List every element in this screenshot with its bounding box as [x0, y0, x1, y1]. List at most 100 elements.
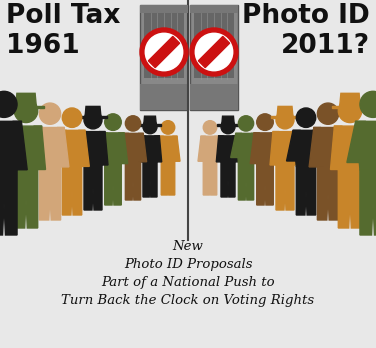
- Polygon shape: [270, 133, 280, 164]
- Polygon shape: [221, 162, 229, 197]
- Polygon shape: [238, 162, 247, 200]
- Polygon shape: [251, 133, 259, 162]
- Polygon shape: [125, 162, 134, 200]
- Polygon shape: [270, 132, 279, 165]
- Bar: [139, 124, 161, 126]
- Polygon shape: [277, 106, 293, 117]
- Polygon shape: [250, 133, 259, 164]
- Circle shape: [0, 91, 17, 117]
- Polygon shape: [198, 136, 206, 161]
- Polygon shape: [338, 169, 351, 228]
- Polygon shape: [203, 161, 211, 195]
- Text: Turn Back the Clock on Voting Rights: Turn Back the Clock on Voting Rights: [61, 294, 315, 307]
- Circle shape: [203, 121, 217, 134]
- Polygon shape: [11, 126, 42, 169]
- Bar: [194, 14, 234, 79]
- Circle shape: [190, 28, 238, 76]
- Polygon shape: [118, 133, 128, 164]
- Polygon shape: [167, 161, 175, 195]
- Polygon shape: [173, 136, 180, 161]
- Polygon shape: [214, 136, 222, 161]
- Polygon shape: [15, 93, 36, 108]
- Polygon shape: [0, 170, 5, 235]
- Polygon shape: [349, 169, 362, 228]
- Circle shape: [238, 116, 254, 131]
- Circle shape: [14, 99, 38, 122]
- Circle shape: [195, 33, 233, 71]
- Polygon shape: [201, 136, 219, 161]
- Polygon shape: [159, 136, 177, 161]
- Polygon shape: [327, 167, 339, 220]
- Polygon shape: [39, 167, 51, 220]
- Polygon shape: [335, 127, 347, 167]
- Polygon shape: [199, 37, 230, 68]
- Circle shape: [257, 114, 273, 130]
- Circle shape: [143, 120, 157, 134]
- Polygon shape: [13, 121, 27, 170]
- Polygon shape: [149, 162, 157, 197]
- Polygon shape: [144, 116, 156, 125]
- Bar: [217, 124, 239, 126]
- Polygon shape: [216, 136, 223, 162]
- Text: Part of a National Push to: Part of a National Push to: [101, 276, 275, 289]
- Polygon shape: [331, 126, 342, 169]
- Polygon shape: [149, 37, 180, 68]
- Polygon shape: [218, 136, 237, 162]
- Bar: [190, 5, 238, 14]
- Polygon shape: [62, 166, 73, 215]
- Circle shape: [84, 111, 102, 129]
- Polygon shape: [0, 121, 21, 170]
- Circle shape: [105, 114, 121, 130]
- Polygon shape: [287, 130, 300, 161]
- Polygon shape: [25, 169, 38, 228]
- Polygon shape: [99, 132, 108, 165]
- Polygon shape: [105, 164, 114, 205]
- Circle shape: [161, 121, 175, 134]
- Polygon shape: [84, 165, 94, 210]
- Text: Photo ID
2011?: Photo ID 2011?: [242, 3, 370, 59]
- Polygon shape: [36, 127, 64, 167]
- Circle shape: [62, 108, 82, 127]
- Polygon shape: [92, 165, 102, 210]
- Circle shape: [276, 111, 294, 129]
- Polygon shape: [264, 164, 273, 205]
- Polygon shape: [78, 132, 87, 165]
- Polygon shape: [276, 165, 286, 210]
- Polygon shape: [138, 133, 147, 162]
- Polygon shape: [143, 162, 151, 197]
- Polygon shape: [138, 136, 145, 162]
- Polygon shape: [291, 132, 300, 165]
- Polygon shape: [309, 127, 321, 167]
- Circle shape: [140, 28, 188, 76]
- Polygon shape: [293, 130, 319, 166]
- Polygon shape: [118, 133, 129, 158]
- Polygon shape: [222, 116, 234, 125]
- Polygon shape: [57, 127, 69, 167]
- Polygon shape: [317, 167, 329, 220]
- Polygon shape: [334, 126, 365, 169]
- Circle shape: [317, 103, 339, 124]
- Bar: [8, 106, 44, 108]
- Bar: [144, 14, 184, 79]
- Circle shape: [39, 103, 61, 124]
- Polygon shape: [98, 133, 108, 164]
- Bar: [271, 116, 299, 118]
- Polygon shape: [161, 161, 169, 195]
- Polygon shape: [227, 162, 235, 197]
- Polygon shape: [31, 127, 43, 167]
- Bar: [79, 116, 107, 118]
- Polygon shape: [141, 136, 159, 162]
- Bar: [190, 84, 238, 110]
- Polygon shape: [85, 106, 101, 117]
- Polygon shape: [6, 126, 18, 169]
- Polygon shape: [3, 170, 17, 235]
- Polygon shape: [71, 166, 82, 215]
- Bar: [332, 106, 368, 108]
- Polygon shape: [284, 165, 294, 210]
- Polygon shape: [314, 127, 342, 167]
- Polygon shape: [245, 162, 254, 200]
- Polygon shape: [296, 166, 307, 215]
- Polygon shape: [356, 121, 376, 170]
- Polygon shape: [371, 170, 376, 235]
- Polygon shape: [347, 121, 366, 163]
